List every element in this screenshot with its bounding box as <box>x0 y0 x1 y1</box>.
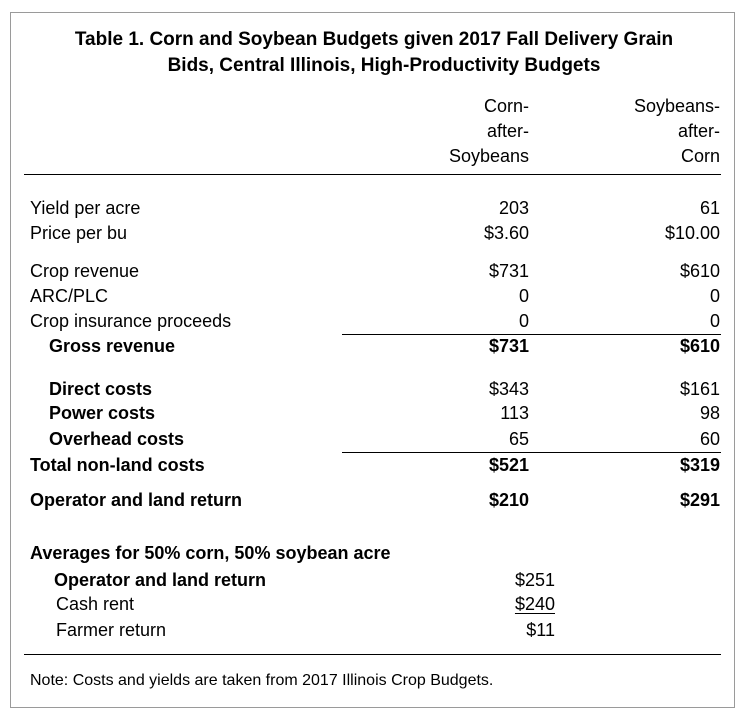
arc-plc-label: ARC/PLC <box>30 286 109 306</box>
cash-rent-value: $240 <box>514 594 555 614</box>
soy-header-line-1: Soybeans- <box>633 96 720 116</box>
yield-soy: 61 <box>699 198 720 218</box>
gross-revenue-label: Gross revenue <box>49 336 176 356</box>
costs-divider <box>342 452 721 453</box>
avg-operator-land-return-label: Operator and land return <box>54 570 267 590</box>
farmer-return-value: $11 <box>526 620 555 640</box>
total-nonland-soy: $319 <box>679 455 720 475</box>
farmer-return-label: Farmer return <box>56 620 167 640</box>
crop-revenue-corn: $731 <box>488 261 529 281</box>
corn-header-line-3: Soybeans <box>448 146 529 166</box>
yield-label: Yield per acre <box>30 198 141 218</box>
overhead-costs-label: Overhead costs <box>49 429 185 449</box>
direct-costs-soy: $161 <box>679 379 720 399</box>
header-divider <box>24 174 721 175</box>
direct-costs-label: Direct costs <box>49 379 153 399</box>
price-soy: $10.00 <box>664 223 720 243</box>
table-frame <box>10 12 735 708</box>
operator-land-return-soy: $291 <box>679 490 720 510</box>
gross-revenue-corn: $731 <box>488 336 529 356</box>
gross-revenue-soy: $610 <box>679 336 720 356</box>
total-nonland-label: Total non-land costs <box>30 455 205 475</box>
footnote: Note: Costs and yields are taken from 20… <box>30 672 494 689</box>
arc-plc-corn: 0 <box>518 286 529 306</box>
crop-revenue-soy: $610 <box>679 261 720 281</box>
price-corn: $3.60 <box>483 223 529 243</box>
gross-revenue-divider <box>342 334 721 335</box>
overhead-costs-soy: 60 <box>699 429 720 449</box>
crop-revenue-label: Crop revenue <box>30 261 140 281</box>
power-costs-label: Power costs <box>49 403 156 423</box>
price-label: Price per bu <box>30 223 128 243</box>
crop-insurance-corn: 0 <box>518 311 529 331</box>
table-title-line-2: Bids, Central Illinois, High-Productivit… <box>167 55 601 76</box>
direct-costs-corn: $343 <box>488 379 529 399</box>
corn-header-line-1: Corn- <box>483 96 529 116</box>
arc-plc-soy: 0 <box>709 286 720 306</box>
corn-header-line-2: after- <box>486 121 529 141</box>
avg-operator-land-return-value: $251 <box>514 570 555 590</box>
crop-insurance-soy: 0 <box>709 311 720 331</box>
averages-heading: Averages for 50% corn, 50% soybean acre <box>30 543 391 563</box>
power-costs-soy: 98 <box>699 403 720 423</box>
soy-header-line-3: Corn <box>680 146 720 166</box>
yield-corn: 203 <box>498 198 529 218</box>
operator-land-return-label: Operator and land return <box>30 490 243 510</box>
power-costs-corn: 113 <box>500 403 529 423</box>
crop-insurance-label: Crop insurance proceeds <box>30 311 232 331</box>
operator-land-return-corn: $210 <box>488 490 529 510</box>
table-title-line-1: Table 1. Corn and Soybean Budgets given … <box>74 29 674 50</box>
soy-header-line-2: after- <box>677 121 720 141</box>
total-nonland-corn: $521 <box>488 455 529 475</box>
cash-rent-label: Cash rent <box>56 594 135 614</box>
overhead-costs-corn: 65 <box>508 429 529 449</box>
note-divider <box>24 654 721 655</box>
